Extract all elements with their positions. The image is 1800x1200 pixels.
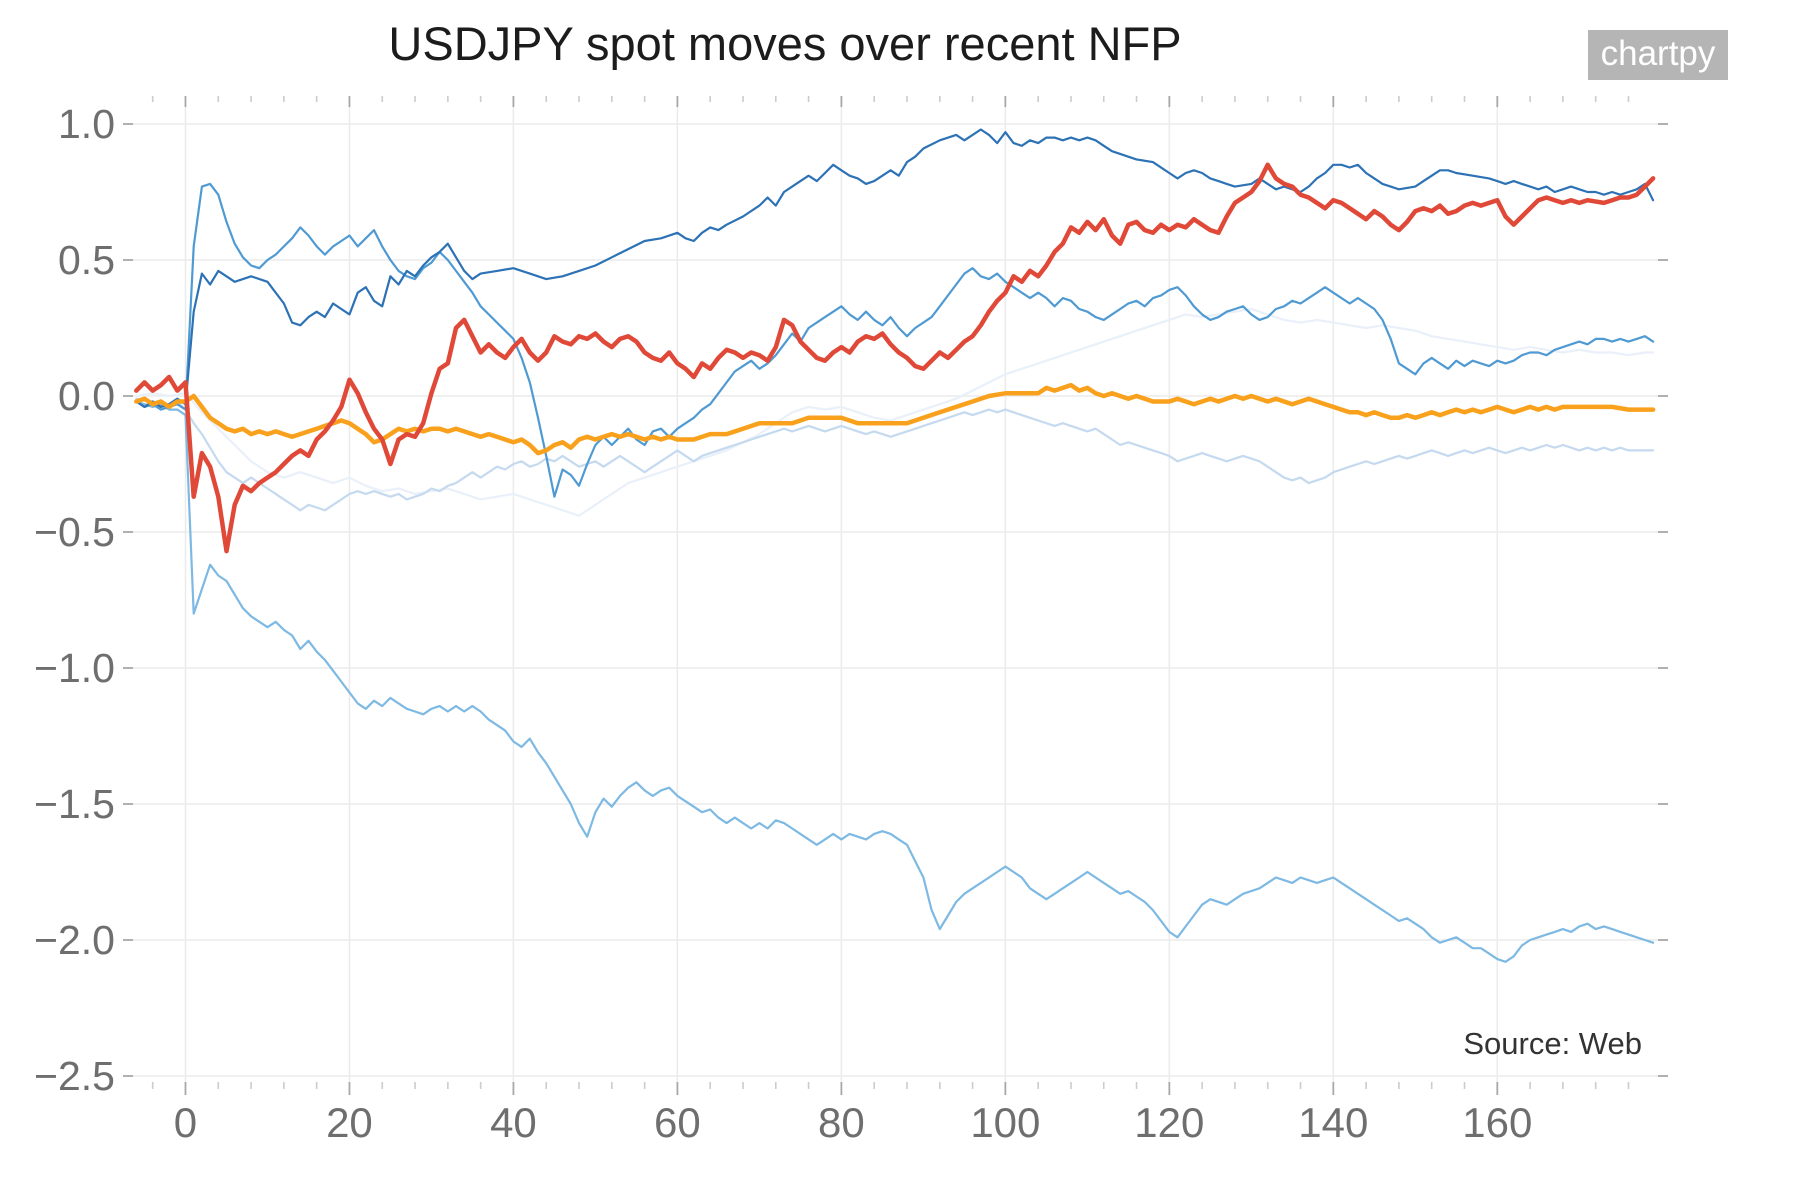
chartpy-watermark: chartpy — [1588, 30, 1728, 80]
x-tick-label: 20 — [326, 1099, 373, 1146]
series-line-nfp-event-red — [134, 162, 1656, 554]
x-tick-label: 60 — [654, 1099, 701, 1146]
x-tick-label: 160 — [1462, 1099, 1532, 1146]
series-line-nfp-event-sky — [135, 400, 1655, 963]
x-tick-label: 140 — [1298, 1099, 1368, 1146]
x-tick-label: 40 — [490, 1099, 537, 1146]
y-tick-label: 0.0 — [58, 373, 115, 419]
y-tick-label: −2.0 — [34, 917, 115, 963]
series-line-nfp-event-pale — [135, 397, 1655, 512]
y-tick-label: −1.0 — [34, 645, 115, 691]
chart-title: USDJPY spot moves over recent NFP — [388, 17, 1182, 70]
y-tick-label: 1.0 — [58, 101, 115, 147]
y-tick-label: −0.5 — [34, 509, 115, 555]
x-tick-label: 80 — [818, 1099, 865, 1146]
series-line-nfp-event-steel — [135, 182, 1655, 498]
x-tick-label: 120 — [1134, 1099, 1204, 1146]
series-line-nfp-event-navy — [135, 128, 1655, 408]
y-tick-label: 0.5 — [58, 237, 115, 283]
y-tick-label: −2.5 — [34, 1053, 115, 1099]
x-tick-label: 0 — [174, 1099, 197, 1146]
series-line-nfp-event-faint — [135, 307, 1655, 517]
source-note: Source: Web — [1463, 1026, 1642, 1061]
series-line-nfp-event-orange — [134, 382, 1656, 456]
y-tick-label: −1.5 — [34, 781, 115, 827]
x-tick-label: 100 — [970, 1099, 1040, 1146]
